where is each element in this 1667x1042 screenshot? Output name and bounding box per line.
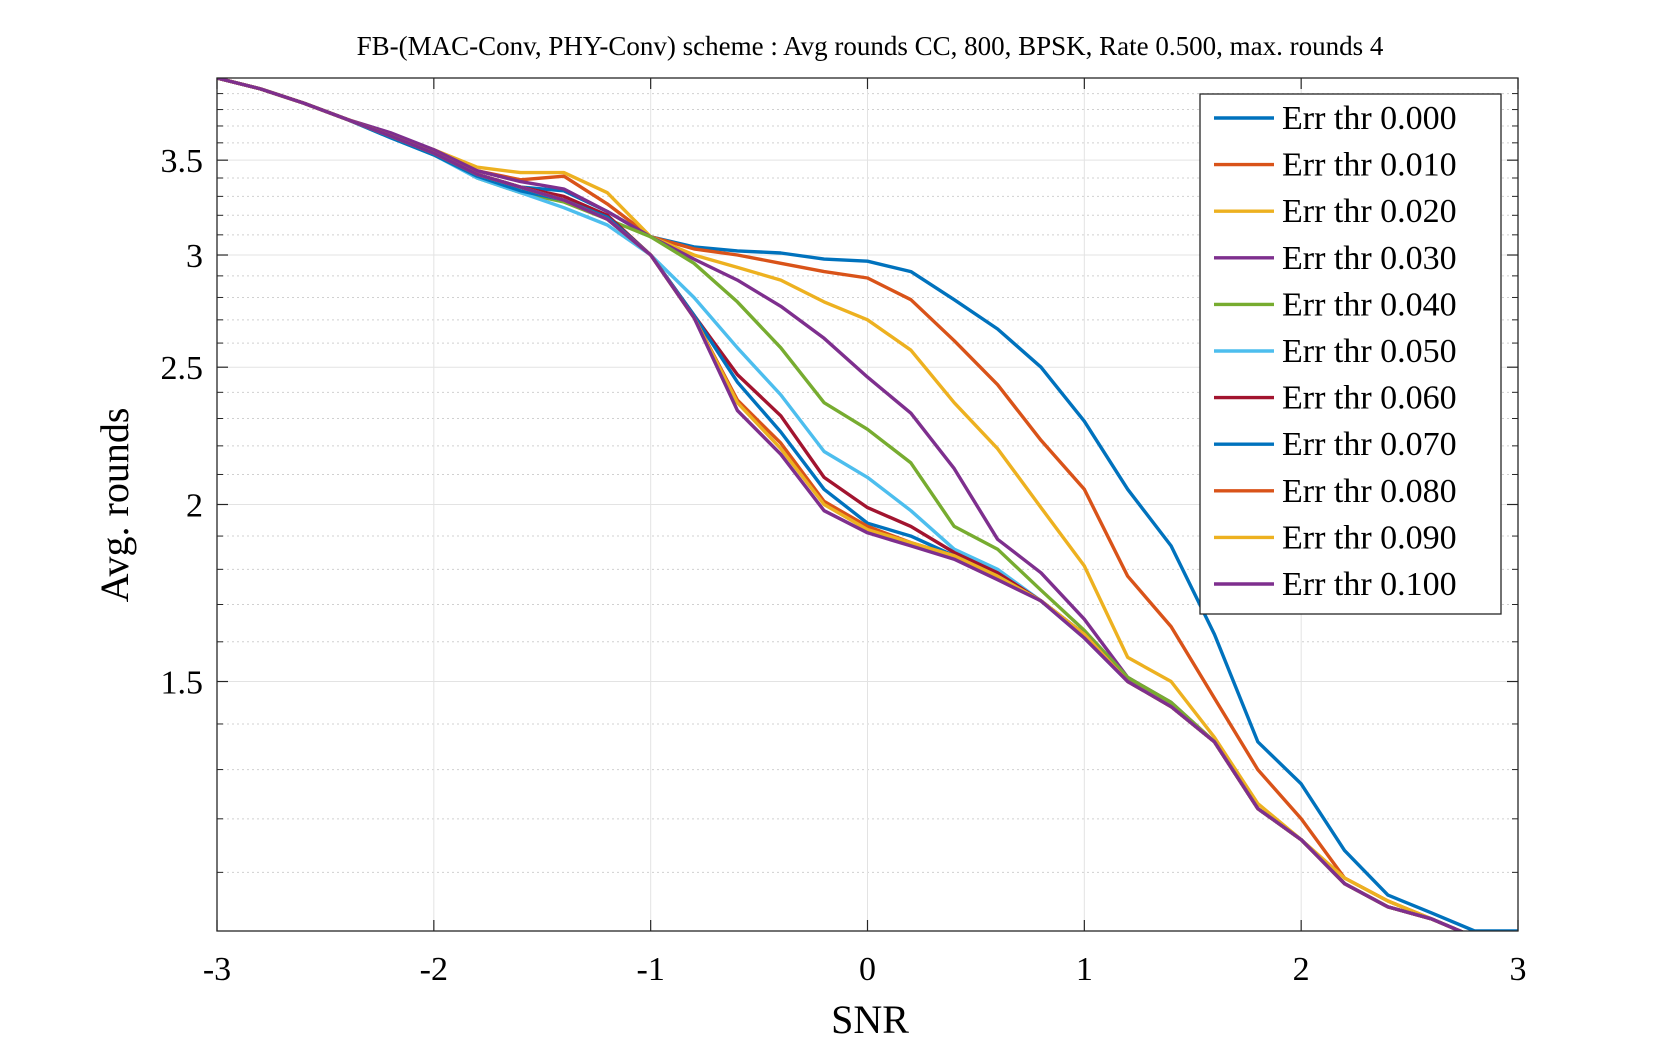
y-tick-labels: 1.5 2 2.5 3 3.5 xyxy=(161,143,204,701)
x-tick-label: 3 xyxy=(1510,951,1527,988)
legend-label: Err thr 0.020 xyxy=(1282,193,1457,230)
legend-label: Err thr 0.010 xyxy=(1282,147,1457,184)
x-tick-label: -2 xyxy=(420,951,448,988)
y-tick-label: 2.5 xyxy=(161,350,204,387)
x-tick-label: 0 xyxy=(859,951,876,988)
y-axis-label: Avg. rounds xyxy=(92,408,137,603)
legend-label: Err thr 0.100 xyxy=(1282,566,1457,603)
y-tick-label: 3 xyxy=(186,238,203,275)
legend: Err thr 0.000 Err thr 0.010 Err thr 0.020 E… xyxy=(1199,93,1502,615)
legend-label: Err thr 0.050 xyxy=(1282,333,1457,370)
legend-label: Err thr 0.000 xyxy=(1282,100,1457,137)
y-tick-label: 1.5 xyxy=(161,665,204,702)
legend-label: Err thr 0.080 xyxy=(1282,473,1457,510)
legend-box xyxy=(1199,93,1502,615)
legend-label: Err thr 0.040 xyxy=(1282,286,1457,323)
x-tick-label: -3 xyxy=(203,951,231,988)
y-tick-label: 3.5 xyxy=(161,143,204,180)
legend-label: Err thr 0.060 xyxy=(1282,380,1457,417)
legend-label: Err thr 0.030 xyxy=(1282,240,1457,277)
x-tick-label: 1 xyxy=(1076,951,1093,988)
legend-label: Err thr 0.090 xyxy=(1282,519,1457,556)
legend-entries: Err thr 0.000 Err thr 0.010 Err thr 0.020 E… xyxy=(1214,100,1457,603)
series-lines xyxy=(217,78,1518,931)
tick-marks xyxy=(216,78,1519,931)
chart-title: FB-(MAC-Conv, PHY-Conv) scheme : Avg rou… xyxy=(357,31,1384,61)
x-tick-label: 2 xyxy=(1293,951,1310,988)
x-axis-label: SNR xyxy=(831,997,909,1042)
x-tick-label: -1 xyxy=(637,951,665,988)
x-tick-labels: -3 -2 -1 0 1 2 3 xyxy=(203,951,1527,988)
y-tick-label: 2 xyxy=(186,488,203,525)
legend-label: Err thr 0.070 xyxy=(1282,426,1457,463)
series-line-11 xyxy=(217,78,1465,931)
